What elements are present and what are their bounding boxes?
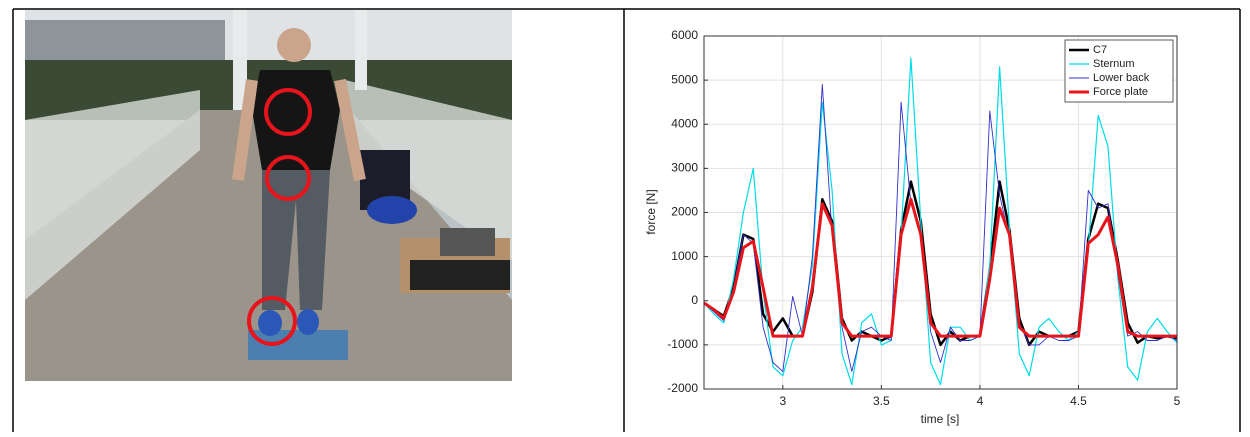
y-tick-label: 3000	[671, 161, 698, 175]
series-line	[703, 197, 1177, 338]
y-tick-label: -2000	[667, 381, 698, 395]
y-tick-label: 4000	[671, 116, 698, 130]
y-tick-label: 5000	[671, 72, 698, 86]
x-tick-label: 3.5	[873, 394, 890, 408]
x-tick-label: 3	[779, 394, 786, 408]
photo	[25, 10, 512, 381]
legend: C7 Sternum Lower back Force plate	[1064, 39, 1174, 103]
series-line	[703, 180, 1178, 347]
y-tick-label: 1000	[671, 249, 698, 263]
series-line	[703, 57, 1178, 386]
legend-label: C7	[1093, 44, 1107, 56]
y-tick-label: 0	[691, 293, 698, 307]
x-tick-label: 4.5	[1070, 394, 1087, 408]
x-tick-label: 4	[977, 394, 984, 408]
y-tick-label: -1000	[667, 337, 698, 351]
series-line	[703, 84, 1178, 372]
y-tick-label: 2000	[671, 205, 698, 219]
plot-border	[703, 35, 1178, 390]
frame	[12, 8, 1241, 432]
y-axis-label: force [N]	[644, 189, 658, 234]
y-tick-label: 6000	[671, 28, 698, 42]
legend-label: Sternum	[1093, 58, 1135, 70]
x-tick-label: 5	[1174, 394, 1181, 408]
x-axis-label: time [s]	[921, 412, 960, 426]
legend-label: Lower back	[1093, 72, 1150, 84]
legend-label: Force plate	[1093, 86, 1148, 98]
